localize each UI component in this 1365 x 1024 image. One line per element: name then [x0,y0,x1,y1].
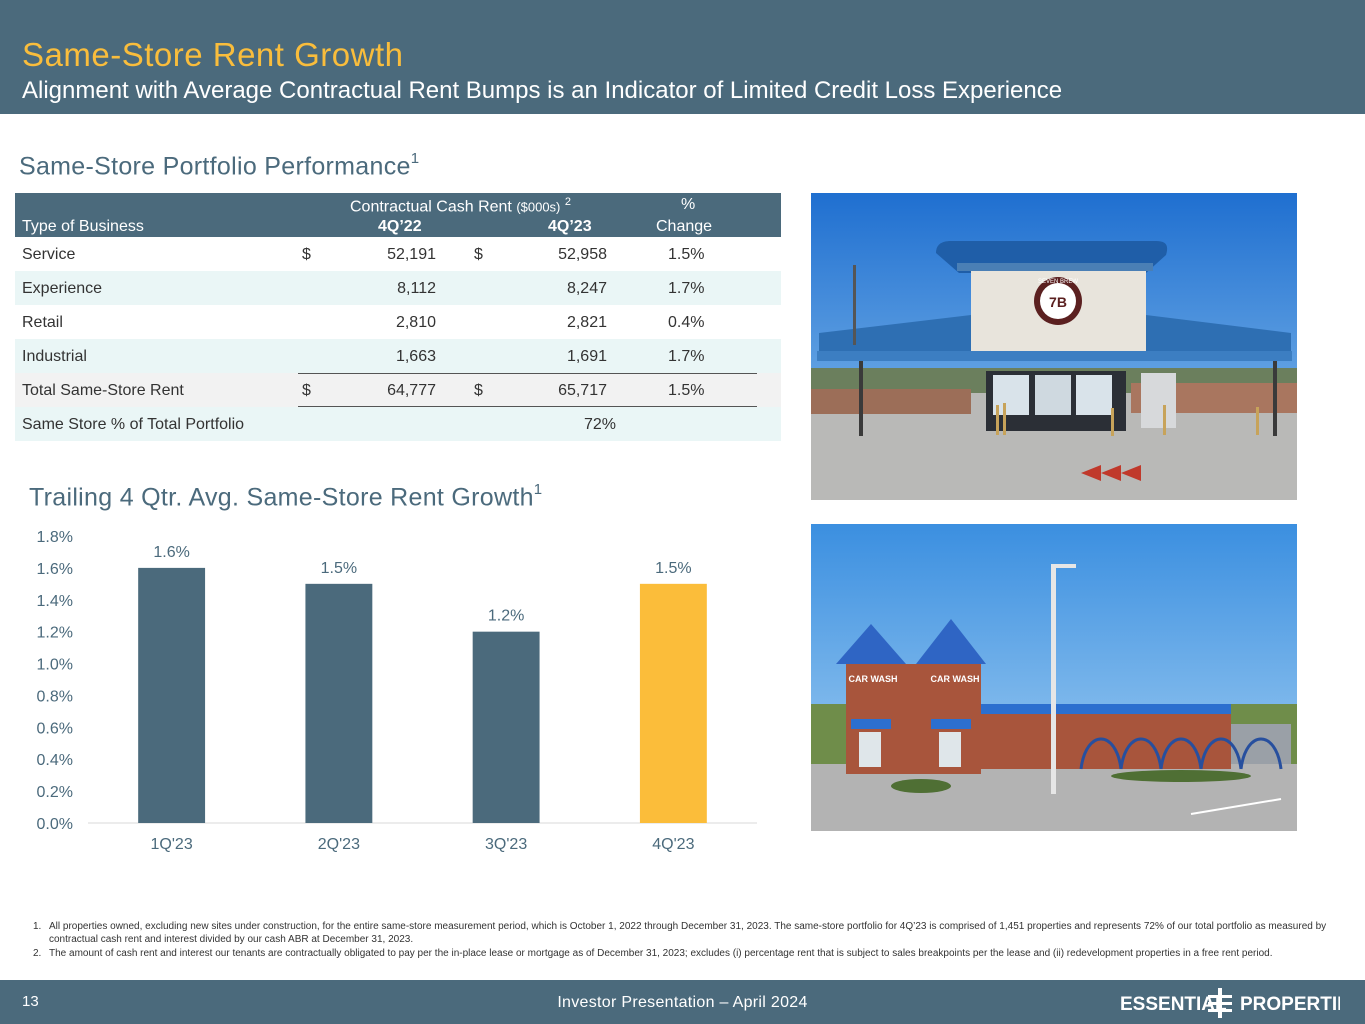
header-group-label: Contractual Cash Rent ($000s) 2 [350,196,571,216]
row-currency-1: $ [302,246,311,263]
row-value-4q23: 8,247 [566,280,607,297]
footnote-text: The amount of cash rent and interest our… [49,948,1273,959]
x-tick-label: 3Q'23 [485,836,527,853]
row-value-4q22: 2,810 [395,314,436,331]
y-tick-label: 0.0% [37,816,73,833]
table-row: Service $ 52,191 $ 52,958 1.5% [15,237,781,271]
car-wash-sign-1: CAR WASH [849,674,898,684]
x-tick-label: 1Q'23 [151,836,193,853]
row-type: Service [22,246,76,263]
row-currency-1: $ [302,382,311,399]
table-row-portfolio-share: Same Store % of Total Portfolio 72% [15,407,781,441]
table-row: Industrial 1,663 1,691 1.7% [15,339,781,373]
footnote-number: 1. [33,921,42,932]
growth-title-text: Trailing 4 Qtr. Avg. Same-Store Rent Gro… [29,483,534,512]
x-tick-label: 4Q'23 [652,836,694,853]
x-tick-label: 2Q'23 [318,836,360,853]
footnote-number: 2. [33,948,42,959]
portfolio-share-value: 72% [584,416,617,433]
car-wash-sign-2: CAR WASH [931,674,980,684]
row-change: 0.4% [668,314,705,331]
portfolio-title-text: Same-Store Portfolio Performance [19,152,411,181]
header-banner: Same-Store Rent Growth Alignment with Av… [0,0,1365,114]
coffee-sign-text: SEVEN BREW [1038,279,1078,285]
header-pct-bottom: Change [656,218,713,235]
y-tick-label: 1.4% [37,593,73,610]
row-currency-2: $ [474,246,483,263]
y-tick-label: 0.2% [37,784,73,801]
footnote-text: All properties owned, excluding new site… [49,921,1327,945]
footnotes: 1. All properties owned, excluding new s… [33,920,1363,961]
row-currency-2: $ [474,382,483,399]
header-group-footnote: 2 [564,196,571,208]
footnote: 2. The amount of cash rent and interest … [33,947,1363,960]
row-value-4q22: 8,112 [397,280,436,297]
header-pct-top: % [681,196,696,213]
coffee-store-photo: 7B SEVEN BREW [811,193,1297,500]
header-col-4q22: 4Q’22 [378,218,422,235]
y-tick-label: 1.0% [37,657,73,674]
header-col-4q23: 4Q’23 [548,218,592,235]
y-tick-label: 0.4% [37,752,73,769]
growth-bar-chart: 0.0% 0.2% 0.4% 0.6% 0.8% 1.0% 1.2% 1.4% 1.6% 1.8%… [37,529,757,853]
total-bottom-rule [298,406,757,407]
bar-data-label: 1.5% [655,560,691,577]
bar [639,583,707,823]
y-tick-label: 0.8% [37,688,73,705]
row-type: Industrial [22,348,87,365]
car-wash-photo: CAR WASH CAR WASH [811,524,1297,831]
row-value-4q22: 52,191 [387,246,436,263]
row-change: 1.7% [668,348,705,365]
table-row-total: Total Same-Store Rent $ 64,777 $ 65,717 … [15,373,781,407]
bar [472,631,540,823]
row-value-4q23: 65,717 [558,382,607,399]
row-change: 1.7% [668,280,705,297]
logo-text-left: ESSENTIAL [1120,994,1227,1015]
y-tick-label: 1.2% [37,625,73,642]
page-title: Same-Store Rent Growth [22,36,404,73]
y-tick-label: 1.8% [37,529,73,546]
header-group-unit: ($000s) [516,199,561,215]
coffee-sign-number: 7B [1049,294,1067,310]
row-change: 1.5% [668,382,705,399]
page-number: 13 [22,993,39,1010]
row-value-4q22: 1,663 [395,348,436,365]
essential-properties-logo: ESSENTIAL PROPERTIES [1120,988,1340,1018]
row-type: Experience [22,280,103,297]
portfolio-title-footnote: 1 [410,150,420,167]
bar-data-label: 1.6% [153,544,189,561]
row-type: Total Same-Store Rent [22,382,184,399]
footer-bar: 13 Investor Presentation – April 2024 ES… [0,980,1365,1024]
row-value-4q22: 64,777 [387,382,436,399]
growth-section-title: Trailing 4 Qtr. Avg. Same-Store Rent Gro… [29,481,543,512]
portfolio-table: Contractual Cash Rent ($000s) 2 % Type o… [15,193,781,441]
header-type: Type of Business [22,218,144,235]
growth-title-footnote: 1 [533,481,543,498]
bar [138,567,206,823]
header-group-text: Contractual Cash Rent [350,198,512,216]
bar-data-label: 1.2% [488,608,524,625]
y-tick-label: 1.6% [37,561,73,578]
row-value-4q23: 1,691 [566,348,607,365]
portfolio-section-title: Same-Store Portfolio Performance1 [19,150,420,181]
bar [305,583,373,823]
row-type: Retail [22,314,63,331]
y-tick-label: 0.6% [37,720,73,737]
table-row: Experience 8,112 8,247 1.7% [15,271,781,305]
row-value-4q23: 52,958 [558,246,607,263]
logo-text-right: PROPERTIES [1240,994,1340,1015]
row-change: 1.5% [668,246,705,263]
page-subtitle: Alignment with Average Contractual Rent … [22,77,1063,104]
portfolio-share-label: Same Store % of Total Portfolio [22,416,245,433]
table-row: Retail 2,810 2,821 0.4% [15,305,781,339]
presentation-label: Investor Presentation – April 2024 [557,994,808,1011]
bar-data-label: 1.5% [321,560,357,577]
footnote: 1. All properties owned, excluding new s… [33,920,1363,946]
row-value-4q23: 2,821 [566,314,607,331]
table-header: Contractual Cash Rent ($000s) 2 % Type o… [15,193,781,237]
total-top-rule [298,373,757,374]
